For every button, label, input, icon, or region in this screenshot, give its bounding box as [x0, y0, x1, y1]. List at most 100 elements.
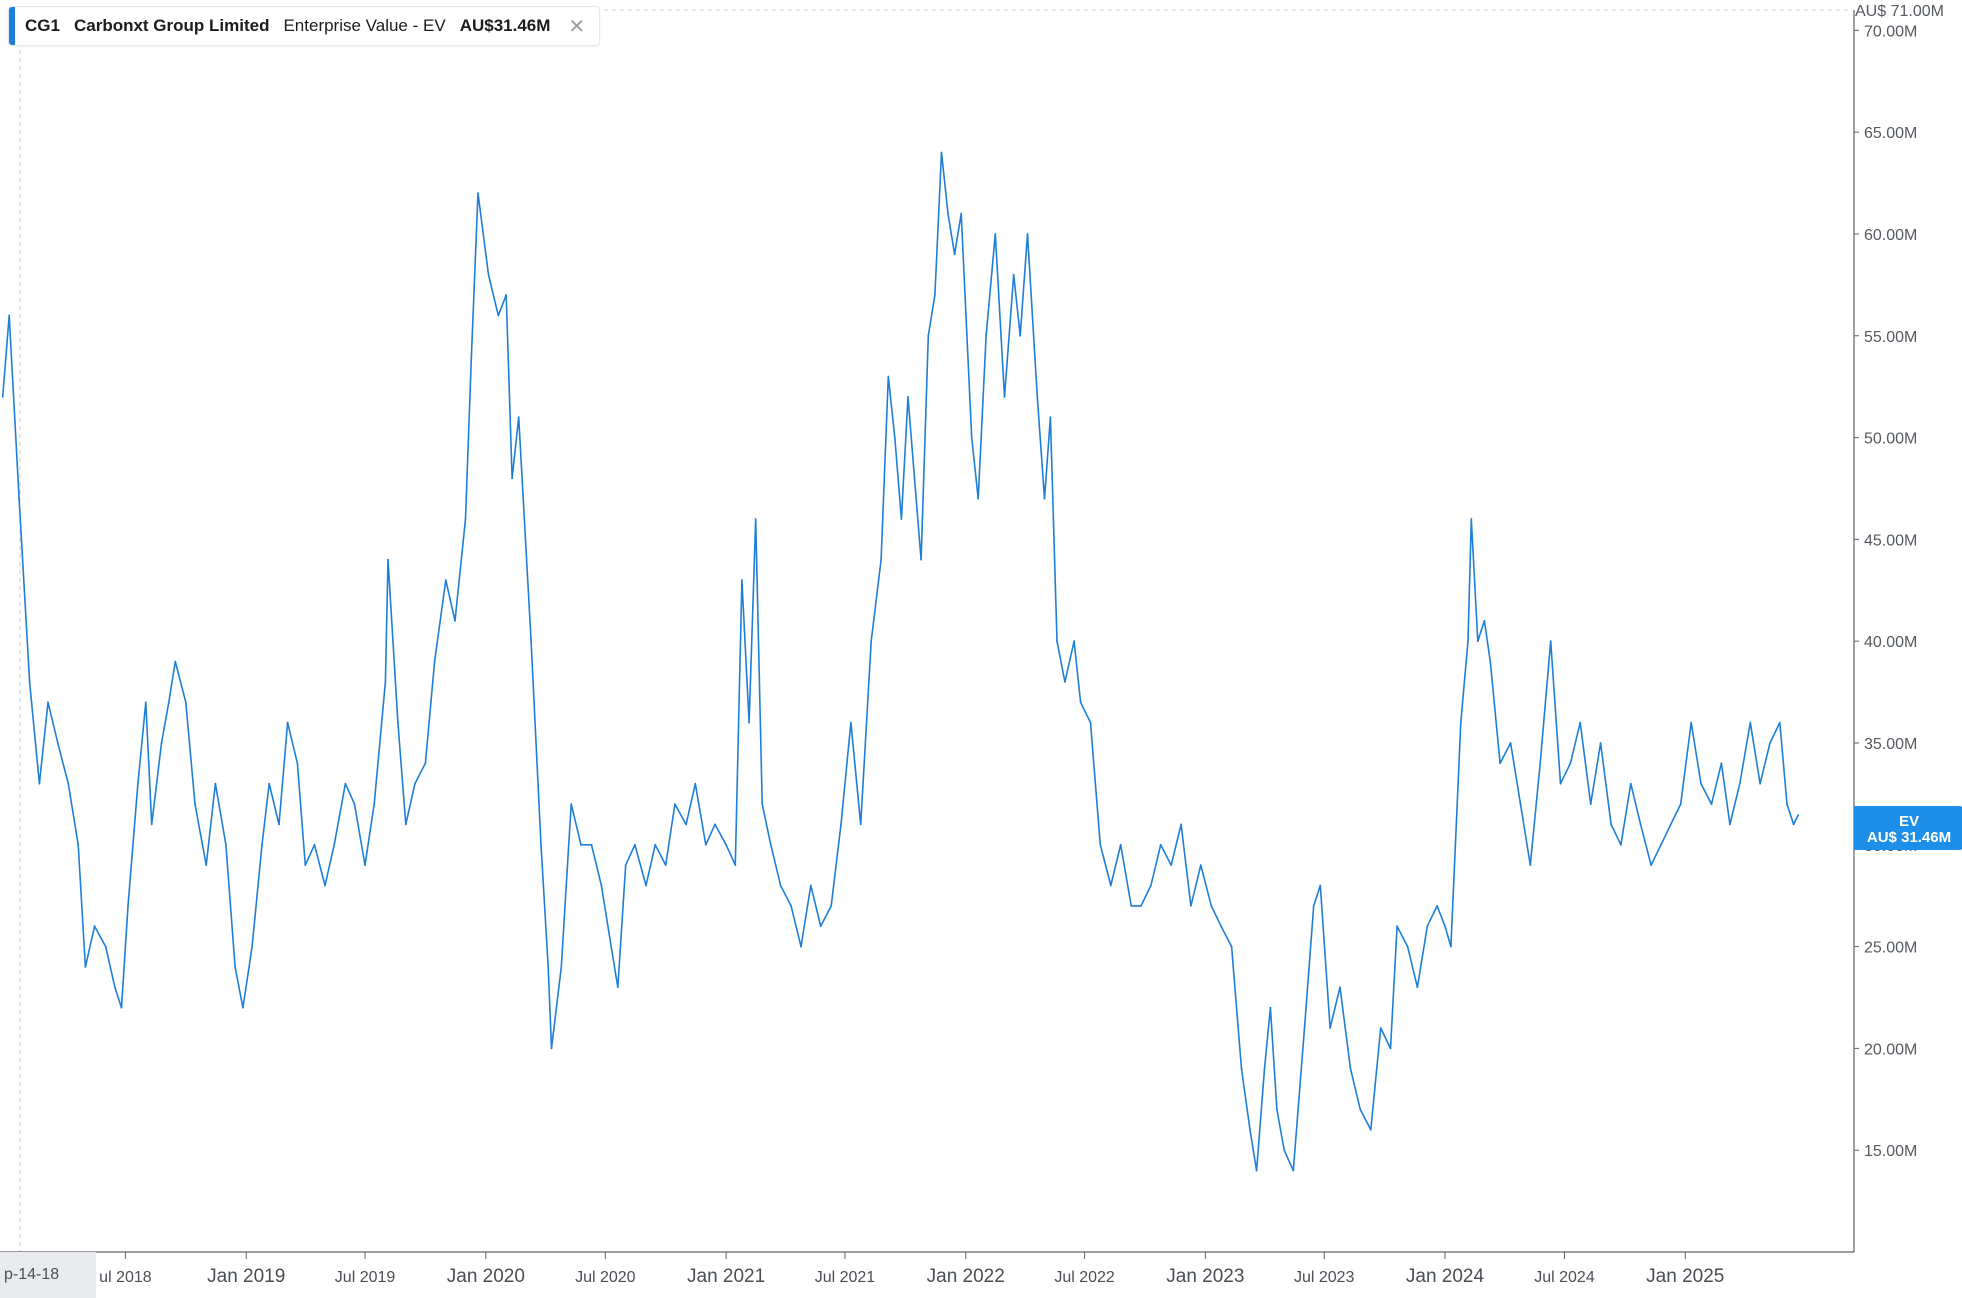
ev-data-point	[654, 843, 657, 846]
ev-data-point	[1073, 640, 1075, 643]
ev-data-point	[616, 986, 619, 989]
ev-data-point	[261, 843, 263, 846]
ev-data-point	[870, 640, 873, 643]
ev-data-point	[1660, 843, 1662, 846]
ev-data-point	[1778, 721, 1781, 724]
x-tick-label: Jul 2024	[1534, 1269, 1595, 1286]
ev-data-point	[1467, 640, 1469, 643]
x-tick-label: Jul 2022	[1054, 1269, 1115, 1286]
ev-data-point	[887, 375, 890, 378]
ev-data-point	[1629, 782, 1632, 785]
ev-data-point	[1190, 905, 1192, 907]
ev-data-point	[1119, 843, 1122, 846]
ev-data-point	[970, 436, 973, 439]
badge-value: AU$ 31.46M	[1867, 829, 1951, 846]
ev-data-point	[1109, 884, 1112, 887]
ev-data-point	[1710, 803, 1713, 805]
x-tick-label: Jan 2022	[927, 1266, 1005, 1287]
ev-data-point	[194, 803, 196, 805]
ev-data-point	[1650, 864, 1652, 866]
ev-data-point	[634, 843, 636, 846]
x-tick-label: Jan 2021	[687, 1266, 765, 1287]
ev-data-point	[994, 233, 997, 235]
x-tick-label: Jul 2021	[815, 1269, 876, 1286]
ev-data-point	[160, 742, 163, 744]
ev-data-point	[1759, 782, 1761, 785]
ev-data-point	[1269, 1006, 1272, 1009]
ev-data-point	[353, 803, 356, 805]
ev-data-point	[1416, 986, 1419, 989]
ev-data-point	[268, 782, 271, 785]
y-tick-label: 45.00M	[1864, 532, 1917, 549]
ev-data-point	[433, 660, 436, 663]
x-tick-label: Jul 2019	[335, 1269, 396, 1286]
ev-data-point	[953, 253, 956, 256]
y-tick-label: 40.00M	[1864, 634, 1917, 651]
y-tick-label: 60.00M	[1864, 227, 1917, 244]
ev-data-point	[734, 864, 737, 866]
ev-data-point	[1319, 884, 1322, 887]
ev-data-point	[167, 701, 170, 704]
ev-data-point	[93, 925, 96, 928]
ev-data-point	[114, 986, 116, 989]
ev-data-point	[1450, 945, 1452, 948]
ev-data-point	[769, 843, 772, 846]
ev-data-point	[1379, 1027, 1382, 1029]
ev-data-point	[1359, 1108, 1362, 1111]
ev-data-point	[704, 843, 707, 846]
ev-data-point	[150, 823, 153, 826]
ev-data-point	[1292, 1169, 1295, 1172]
ev-data-point	[8, 314, 11, 317]
ev-data-point	[840, 823, 842, 826]
ev-data-point	[741, 579, 743, 581]
ev-data-point	[1499, 762, 1501, 765]
ev-data-point	[464, 518, 467, 520]
legend-metric: Enterprise Value - EV	[283, 16, 446, 35]
ev-data-point	[1519, 803, 1522, 805]
ev-data-point	[1679, 803, 1682, 805]
ev-data-point	[1749, 721, 1752, 724]
ev-data-point	[725, 843, 727, 846]
ev-data-point	[1549, 640, 1552, 643]
ev-data-point	[1720, 762, 1723, 765]
series-legend-chip[interactable]: CG1 Carbonxt Group Limited Enterprise Va…	[8, 6, 601, 46]
ev-data-point	[1036, 396, 1039, 398]
ev-data-point	[505, 294, 508, 296]
ev-data-point	[714, 823, 716, 826]
ev-data-point	[748, 721, 750, 724]
ev-data-point	[1263, 1067, 1266, 1070]
ev-data-point	[387, 558, 389, 561]
ev-data-point	[1483, 619, 1486, 622]
max-value-label: AU$ 71.00M	[1855, 3, 1944, 20]
ev-data-point	[830, 905, 833, 907]
ev-data-point	[104, 945, 107, 948]
ev-data-point	[550, 1047, 553, 1050]
current-value-badge	[1854, 806, 1962, 850]
ev-data-point	[1276, 1108, 1278, 1111]
ev-data-point	[1579, 721, 1582, 724]
ev-data-point	[1064, 681, 1066, 683]
close-icon[interactable]: ✕	[568, 15, 586, 38]
ev-data-point	[174, 660, 177, 663]
ev-data-point	[1056, 640, 1058, 643]
ev-data-point	[414, 782, 416, 785]
ev-data-point	[1610, 823, 1612, 826]
overlay: p-14-18 AU$ 71.00M EV AU$ 31.46M	[0, 3, 1962, 1298]
badge-series-name: EV	[1899, 813, 1919, 830]
ev-data-point	[1089, 721, 1092, 724]
ev-data-point	[1339, 986, 1341, 989]
ev-data-point	[234, 966, 237, 968]
ev-data-point	[324, 884, 326, 887]
ev-data-point	[1738, 782, 1741, 785]
ev-data-point	[590, 843, 593, 846]
legend-company: Carbonxt Group Limited	[73, 16, 270, 35]
ev-data-point	[1079, 701, 1082, 704]
ev-data-point	[1529, 864, 1532, 866]
ev-data-point	[819, 925, 822, 928]
ev-data-point	[1444, 925, 1446, 928]
y-axis: 15.00M20.00M25.00M30.00M35.00M40.00M45.0…	[1854, 23, 1917, 1160]
ev-data-point	[1389, 1047, 1392, 1050]
ev-data-point	[880, 558, 882, 561]
y-tick-label: 20.00M	[1864, 1041, 1917, 1058]
